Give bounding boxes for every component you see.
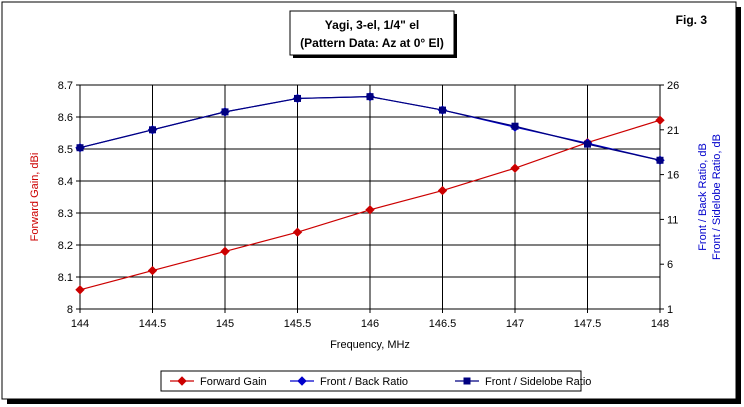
y-right-tick-label: 1 [667,304,673,316]
x-tick-label: 144.5 [139,318,167,330]
grid [79,84,661,310]
data-point [656,156,664,164]
y-right-tick-label: 21 [667,125,679,137]
data-point [292,227,303,237]
y-right-axis-title-line-2: Front / Sidelobe Ratio, dB [711,134,723,260]
legend-swatch-marker [463,377,471,385]
data-point [366,93,374,101]
data-point [584,140,591,148]
data-point [439,106,446,114]
y-left-tick-label: 8.5 [58,144,73,156]
x-tick-label: 147 [506,318,524,330]
legend: Forward Gain Front / Back Ratio Front / Si… [170,376,591,388]
title-box [289,10,455,56]
data-point [220,246,230,257]
data-point [511,122,519,130]
y-right-tick-label: 11 [667,214,678,226]
data-point [221,108,229,116]
x-axis-title: Frequency, MHz [330,339,410,351]
legend-label: Front / Sidelobe Ratio [485,376,591,388]
y-right-tick-label: 26 [667,80,679,92]
legend-label: Front / Back Ratio [320,376,408,388]
x-tick-label: 145.5 [284,318,312,330]
x-tick-label: 144 [71,318,89,330]
y-left-axis-title: Forward Gain, dBi [29,153,41,242]
y-left-tick-label: 8.2 [58,240,73,252]
x-tick-label: 148 [651,318,669,330]
x-axis-ticks: 144 144.5 145 145.5 146 146.5 147 147.5 148 [71,309,669,330]
legend-label: Forward Gain [200,376,267,388]
legend-swatch-marker [177,376,187,386]
data-point [149,126,156,134]
legend-box [160,370,582,392]
legend-swatch-marker [297,376,307,386]
series-2 [76,93,664,164]
y-left-tick-label: 8.1 [58,272,73,284]
x-tick-label: 145 [216,318,234,330]
y-left-axis-ticks: 8 8.1 8.2 8.3 8.4 8.5 8.6 8.7 [58,80,80,316]
data-point [147,265,158,276]
y-left-tick-label: 8.6 [58,112,73,124]
figure-label: Fig. 3 [676,13,708,27]
y-left-tick-label: 8.3 [58,208,73,220]
data-point [75,285,85,295]
series-layer [75,91,665,295]
y-right-tick-label: 6 [667,259,673,271]
data-point [365,205,375,215]
y-left-tick-label: 8.4 [58,176,73,188]
data-point [655,115,665,125]
data-point [76,144,84,152]
data-point [294,94,301,102]
x-tick-label: 146.5 [429,318,457,330]
y-left-tick-label: 8.7 [58,80,73,92]
data-point [510,163,520,173]
chart-title-line-1: Yagi, 3-el, 1/4" el [325,18,419,32]
data-point [437,185,448,196]
y-right-axis-title-line-1: Front / Back Ratio, dB [697,143,709,251]
y-left-tick-label: 8 [67,304,73,316]
y-right-tick-label: 16 [667,170,679,182]
x-tick-label: 147.5 [574,318,602,330]
x-tick-label: 146 [361,318,379,330]
chart-title-line-2: (Pattern Data: Az at 0° El) [300,36,444,50]
